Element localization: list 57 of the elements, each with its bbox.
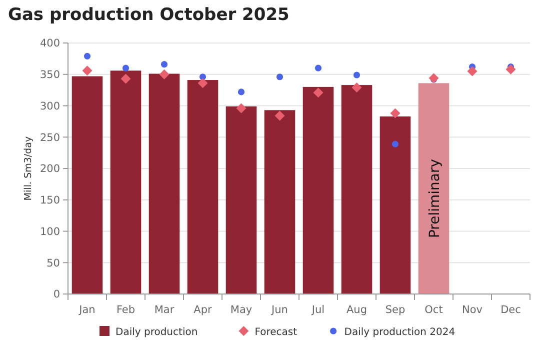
point xyxy=(198,78,208,88)
point xyxy=(428,73,439,84)
legend-label: Forecast xyxy=(254,327,298,338)
legend-label: Daily production xyxy=(116,327,198,338)
point xyxy=(122,64,130,72)
y-tick-label: 150 xyxy=(40,194,60,207)
y-tick-label: 350 xyxy=(40,69,60,82)
point xyxy=(467,66,478,76)
point xyxy=(506,64,516,74)
point xyxy=(276,74,284,80)
x-tick-label: Jun xyxy=(270,304,288,316)
y-tick-label: 300 xyxy=(40,100,60,112)
bar xyxy=(264,110,296,294)
x-tick-label: Nov xyxy=(462,304,482,316)
bar xyxy=(341,85,372,294)
y-tick-label: 200 xyxy=(40,163,60,176)
point xyxy=(314,64,322,72)
y-tick-label: 400 xyxy=(40,38,60,50)
point xyxy=(274,110,285,121)
y-axis-title: Mill. Sm3/day xyxy=(23,136,34,201)
annotation: Preliminary xyxy=(426,158,443,238)
legend-label: Daily production 2024 xyxy=(344,327,456,338)
point xyxy=(390,108,400,118)
point xyxy=(82,66,92,76)
y-tick-label: 100 xyxy=(40,226,60,238)
bar xyxy=(418,83,450,294)
x-tick-label: Mar xyxy=(154,304,175,316)
point xyxy=(352,82,362,93)
y-tick-label: 250 xyxy=(40,132,60,144)
x-tick-label: Feb xyxy=(116,304,136,316)
x-tick-label: Sep xyxy=(385,304,406,316)
point xyxy=(236,103,246,114)
chart-title: Gas production October 2025 xyxy=(8,5,290,25)
point xyxy=(392,140,399,148)
x-tick-label: Oct xyxy=(424,304,443,316)
x-tick-label: Jul xyxy=(310,304,325,316)
point xyxy=(120,74,131,84)
x-tick-label: Dec xyxy=(500,304,522,316)
x-tick-label: May xyxy=(230,304,252,316)
point xyxy=(159,69,170,80)
bar xyxy=(110,70,142,294)
bar xyxy=(226,106,257,294)
point xyxy=(238,88,245,96)
y-tick-label: 0 xyxy=(53,288,60,301)
bar xyxy=(380,116,411,294)
point xyxy=(160,61,168,68)
bar xyxy=(72,76,103,294)
bar xyxy=(148,74,180,294)
point xyxy=(313,88,324,98)
x-tick-label: Apr xyxy=(194,304,213,316)
y-tick-label: 50 xyxy=(46,257,60,270)
point xyxy=(353,72,360,78)
bar xyxy=(187,80,218,294)
x-tick-label: Jan xyxy=(78,304,96,316)
bar xyxy=(302,86,334,294)
x-tick-label: Aug xyxy=(346,304,368,316)
point xyxy=(84,52,91,60)
